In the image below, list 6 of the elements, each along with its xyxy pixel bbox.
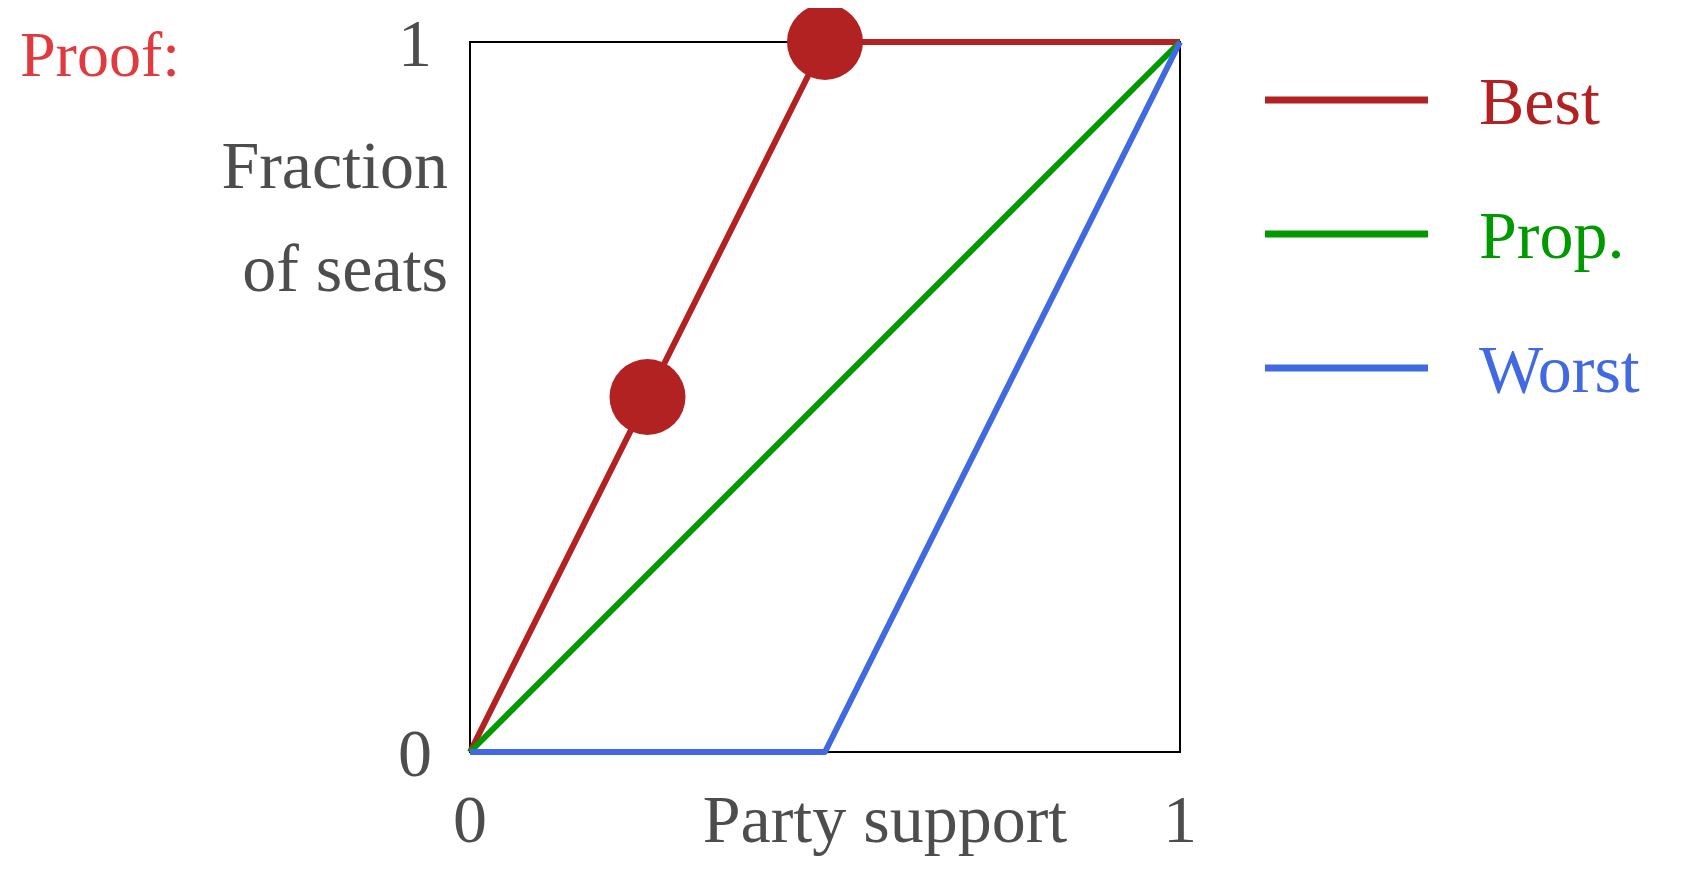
- y-axis-title: Fraction of seats: [221, 127, 448, 306]
- legend-label: Worst: [1479, 330, 1640, 407]
- legend-label: Best: [1479, 62, 1600, 139]
- text: Proof:: [20, 19, 180, 90]
- legend-label: Prop.: [1479, 196, 1625, 273]
- x-axis-title: Party support: [702, 781, 1068, 857]
